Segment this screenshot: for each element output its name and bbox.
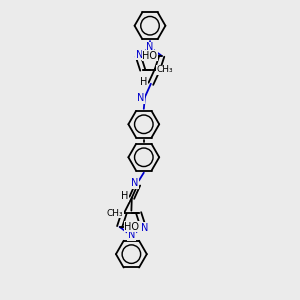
Text: N: N	[146, 42, 154, 52]
Text: N: N	[141, 223, 148, 233]
Text: N: N	[128, 230, 135, 241]
Text: H: H	[140, 77, 148, 87]
Text: N: N	[136, 50, 143, 60]
Text: H: H	[121, 191, 129, 201]
Text: N: N	[137, 93, 145, 103]
Text: HO: HO	[142, 51, 157, 61]
Text: HO: HO	[124, 222, 139, 232]
Text: CH₃: CH₃	[157, 65, 173, 74]
Text: N: N	[131, 178, 138, 188]
Text: CH₃: CH₃	[106, 208, 123, 217]
